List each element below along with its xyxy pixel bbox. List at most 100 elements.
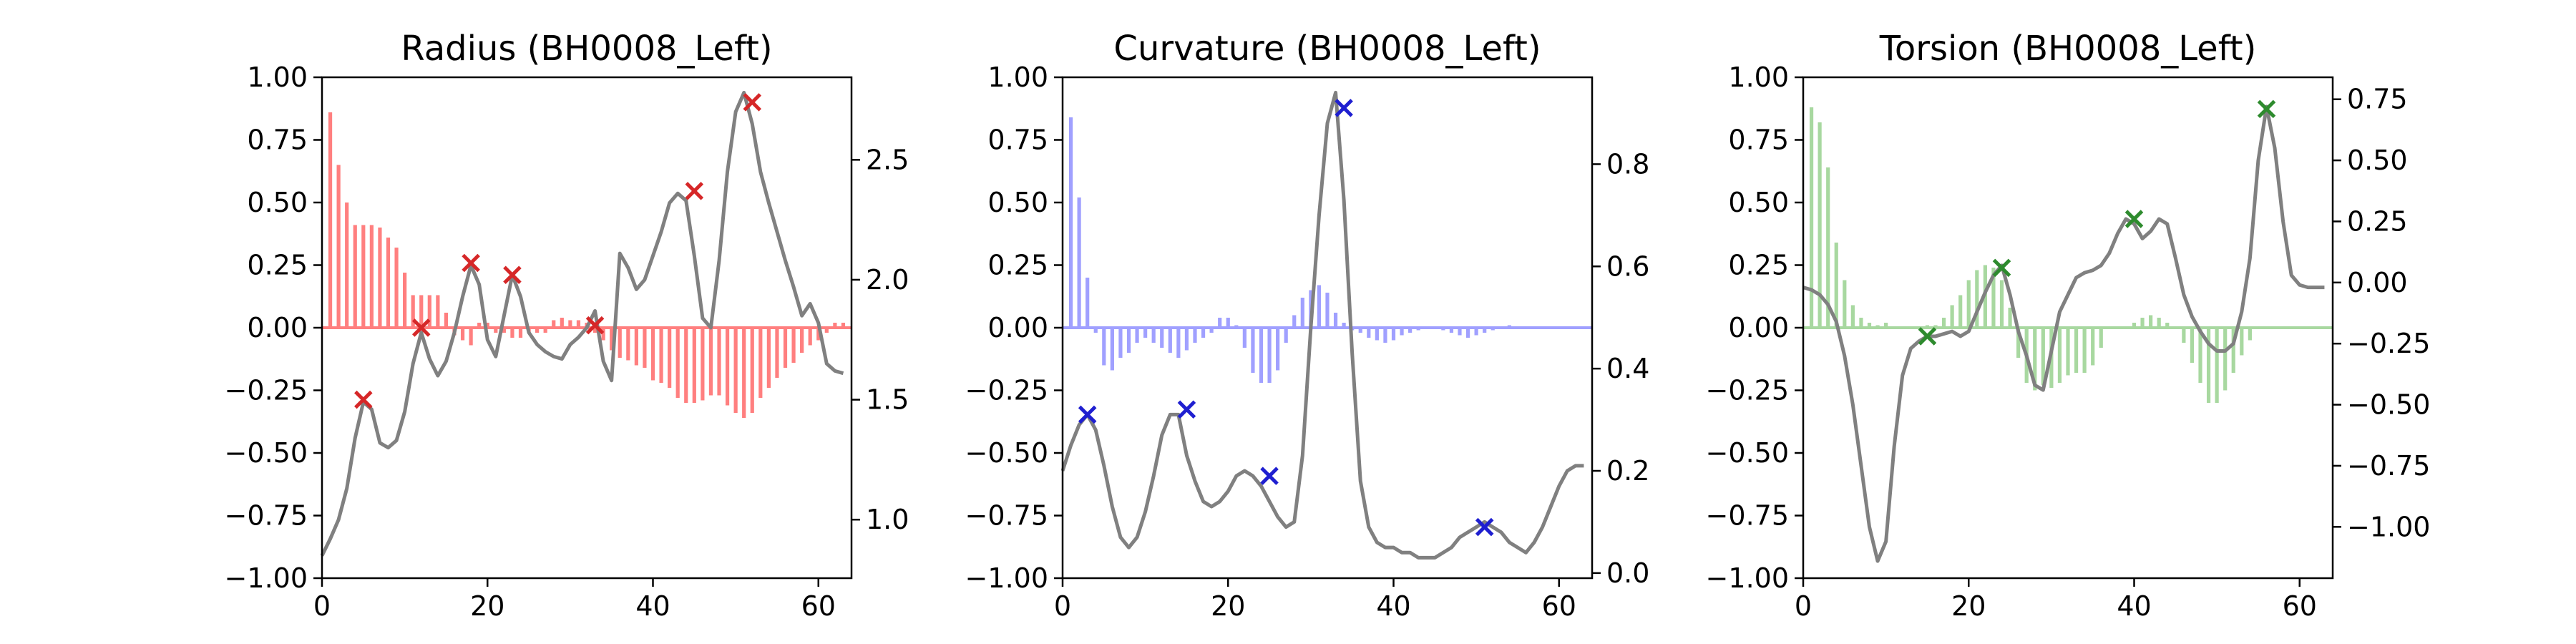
torsion-bar [2033, 328, 2037, 391]
radius-bar [353, 225, 357, 328]
torsion-marker [2257, 99, 2276, 119]
radius-bar [717, 328, 721, 396]
torsion-bar [2190, 328, 2195, 363]
torsion-bar [1950, 305, 1954, 328]
curvature-bar [1375, 328, 1379, 341]
radius-bar [436, 295, 440, 328]
torsion-panel: 0 20 40 60 −1.00 −0.75 −0.50 −0.25 0.00 0.25 0.50 0… [1706, 29, 2431, 622]
radius-bar [841, 323, 846, 328]
radius-bar [378, 228, 382, 328]
torsion-bar [2066, 328, 2070, 376]
torsion-ytick-label: 0.50 [1728, 187, 1789, 218]
curvature-ytick-label: 1.00 [987, 62, 1048, 93]
torsion-ticks: 0 20 40 60 −1.00 −0.75 −0.50 −0.25 0.00 0.25 0.50 0… [1706, 62, 2431, 622]
curvature-bar [1333, 313, 1338, 328]
curvature-marker [1335, 99, 1353, 117]
radius-bar [824, 328, 829, 333]
curvature-bar [1184, 328, 1189, 351]
curvature-xtick-label: 40 [1376, 590, 1410, 622]
radius-bar [626, 328, 630, 361]
radius-bar [494, 328, 498, 333]
torsion-y2tick-label: 0.75 [2347, 84, 2408, 115]
curvature-ytick-label: −1.00 [965, 562, 1048, 594]
torsion-y2tick-label: 0.25 [2347, 205, 2408, 237]
curvature-bar [1300, 298, 1304, 328]
radius-ticks: 0 20 40 60 −1.00 −0.75 −0.50 −0.25 0.00 0.25 0.50 0… [225, 62, 909, 622]
radius-bar [469, 328, 473, 346]
radius-ytick-label: −0.75 [225, 500, 308, 532]
curvature-bar [1077, 197, 1081, 328]
torsion-bar [1834, 243, 1838, 328]
torsion-line [1802, 104, 2325, 563]
curvature-bar [1102, 328, 1106, 366]
radius-y2tick-label: 1.5 [866, 384, 909, 416]
curvature-title: Curvature (BH0008_Left) [1113, 29, 1541, 69]
curvature-ticks: 0 20 40 60 −1.00 −0.75 −0.50 −0.25 0.00 0.25 0.50 0… [965, 62, 1650, 622]
torsion-bar [2082, 328, 2087, 373]
radius-bar [816, 328, 821, 341]
torsion-bar [2041, 328, 2045, 386]
radius-marker [411, 318, 431, 337]
radius-bar [833, 323, 837, 328]
curvature-bar [1342, 323, 1346, 328]
radius-y2tick-label: 2.0 [866, 264, 909, 296]
torsion-bar [1999, 280, 2004, 328]
torsion-bar [2240, 328, 2244, 356]
torsion-ytick-label: −0.50 [1706, 437, 1789, 469]
torsion-xtick-label: 0 [1795, 590, 1812, 622]
curvature-bar [1143, 328, 1148, 338]
torsion-bar [1850, 305, 1855, 328]
radius-bar [701, 328, 705, 401]
curvature-bar [1276, 328, 1280, 371]
torsion-bar [1884, 323, 1888, 328]
curvature-bar [1317, 285, 1322, 328]
radius-bar [800, 328, 804, 353]
curvature-bar [1259, 328, 1264, 383]
radius-marker [354, 390, 373, 409]
torsion-bar [2215, 328, 2219, 403]
radius-marker [685, 182, 704, 200]
radius-bar [535, 328, 540, 333]
torsion-y2tick-label: −0.75 [2347, 450, 2430, 482]
radius-bar [419, 295, 424, 328]
radius-bar [610, 328, 614, 351]
torsion-bar [1843, 280, 1847, 328]
radius-bar [692, 328, 696, 403]
radius-ytick-label: 0.25 [247, 250, 308, 281]
curvature-bar [1218, 318, 1222, 328]
curvature-bar [1458, 328, 1462, 336]
radius-ytick-label: 0.50 [247, 187, 308, 218]
radius-markers [354, 93, 762, 409]
curvature-bar [1408, 328, 1413, 333]
curvature-bar [1226, 318, 1230, 328]
curvature-ytick-label: 0.75 [987, 125, 1048, 156]
curvature-marker [1177, 400, 1196, 419]
curvature-bar [1110, 328, 1114, 371]
radius-bar [427, 295, 431, 328]
curvature-bar [1483, 328, 1487, 333]
radius-bar [592, 328, 597, 333]
radius-xtick-label: 60 [801, 590, 836, 622]
radius-bar [766, 328, 771, 388]
curvature-bar [1465, 328, 1470, 338]
radius-bar [742, 328, 746, 418]
torsion-xtick-label: 20 [1951, 590, 1986, 622]
torsion-marker [1918, 327, 1937, 346]
radius-xtick-label: 0 [313, 590, 331, 622]
curvature-bar [1367, 328, 1371, 338]
torsion-ytick-label: −0.25 [1706, 375, 1789, 406]
torsion-bar [1867, 323, 1872, 328]
torsion-bar [2182, 328, 2186, 343]
torsion-ytick-label: 0.00 [1728, 312, 1789, 343]
radius-ytick-label: 1.00 [247, 62, 308, 93]
torsion-marker [1992, 258, 2011, 278]
radius-bar [750, 328, 754, 413]
radius-ytick-label: 0.00 [247, 312, 308, 343]
curvature-bar [1201, 328, 1206, 338]
radius-bar [650, 328, 655, 381]
torsion-bar [1966, 280, 1971, 328]
radius-bar [708, 328, 713, 396]
curvature-bar [1085, 278, 1090, 328]
radius-bar [510, 328, 514, 338]
curvature-bar [1284, 328, 1288, 343]
